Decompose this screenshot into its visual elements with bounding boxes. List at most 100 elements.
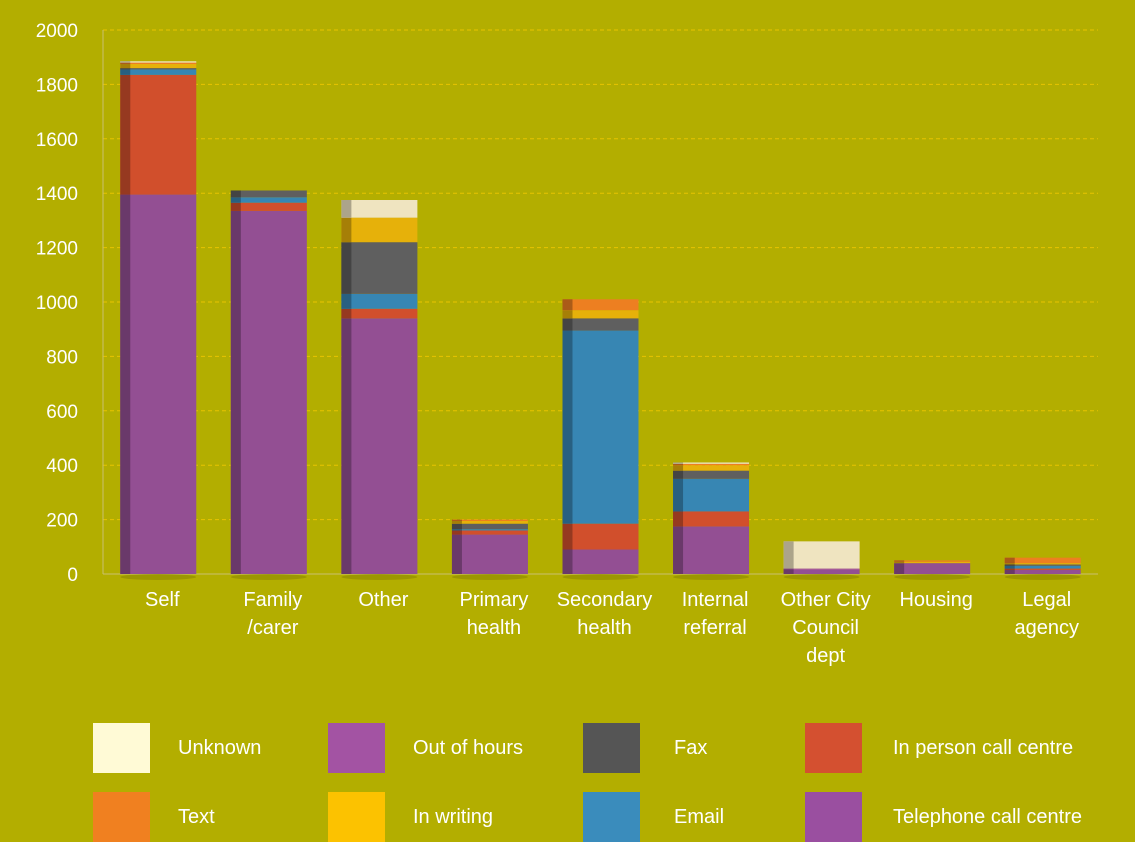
bar-segment <box>230 202 307 211</box>
bar-segment <box>120 69 197 75</box>
bar-segment <box>451 530 528 535</box>
y-axis-ticks: 0 200 400 600 800 1000 1200 1400 1600 1800 2000 <box>36 21 78 586</box>
x-category-label-line: /carer <box>247 617 298 639</box>
bar-stack <box>451 519 528 580</box>
bar-segment-side <box>341 217 352 243</box>
bar-segment <box>451 529 528 531</box>
bar-segment <box>451 520 528 524</box>
stacked-bar-chart: 0 200 400 600 800 1000 1200 1400 1600 1800 2000 Se… <box>36 21 1098 667</box>
bar-stack <box>894 560 971 580</box>
bar-segment-side <box>673 526 684 574</box>
x-category-label-line: Secondary <box>557 589 653 611</box>
bar-stack <box>341 200 418 580</box>
x-category-label-line: Internal <box>682 589 749 611</box>
bar-segment-side <box>341 318 352 574</box>
y-tick-label: 2000 <box>36 21 78 42</box>
bar-shadow <box>341 574 418 580</box>
bar-segment <box>120 64 197 69</box>
bar-segment <box>341 217 418 243</box>
bar-segment <box>341 308 418 319</box>
bar-stack <box>562 299 639 580</box>
bar-segment <box>783 569 860 574</box>
bar-segment <box>783 568 860 570</box>
bar-segment-side <box>673 463 684 466</box>
x-category-label: Primary health <box>459 589 528 639</box>
bar-segment-side <box>673 470 684 479</box>
bar-segment-side <box>673 465 684 471</box>
bar-segment-side <box>341 200 352 218</box>
bar-segment <box>673 478 750 512</box>
bar-segment-side <box>341 293 352 309</box>
bar-segment <box>341 318 418 574</box>
bar-segment-side <box>1004 563 1015 565</box>
bar-segment-side <box>562 549 573 574</box>
x-category-label-line: Legal <box>1022 589 1071 611</box>
bar-segment <box>120 194 197 574</box>
legend-swatch <box>328 792 385 842</box>
x-category-label-line: Other City <box>781 589 871 611</box>
x-category-label-line: health <box>467 617 522 639</box>
bar-segment <box>120 61 197 63</box>
bar-segment <box>673 511 750 527</box>
bar-stack <box>783 541 860 580</box>
bar-segment <box>451 523 528 530</box>
bar-segment-side <box>894 560 905 562</box>
x-category-label-line: Council <box>792 617 859 639</box>
x-category-label-line: referral <box>683 617 746 639</box>
bar-segment <box>120 62 197 64</box>
bar-segment <box>1004 565 1081 569</box>
y-tick-label: 1200 <box>36 239 78 260</box>
legend-label: In person call centre <box>893 737 1074 759</box>
bar-segment-side <box>451 529 462 531</box>
bar-segment-side <box>120 68 131 70</box>
bar-segment-side <box>673 478 684 512</box>
legend-swatch <box>805 723 862 773</box>
bar-shadow <box>562 574 639 580</box>
bar-segment <box>230 210 307 574</box>
x-category-label-line: Housing <box>899 589 972 611</box>
bar-segment <box>230 190 307 198</box>
bar-segment <box>894 563 971 574</box>
bar-segment <box>894 561 971 564</box>
bar-segment-side <box>451 519 462 521</box>
x-category-label: Self <box>145 589 180 611</box>
bar-segment-side <box>120 61 131 63</box>
x-category-label: Housing <box>899 589 972 611</box>
bar-segment <box>562 318 639 331</box>
bar-segment-side <box>451 530 462 535</box>
bar-segment-side <box>894 561 905 564</box>
bar-segment-side <box>783 569 794 574</box>
x-category-label-line: Family <box>243 589 302 611</box>
y-tick-label: 400 <box>46 456 78 477</box>
bar-segment <box>451 519 528 521</box>
x-category-label: Secondary health <box>557 589 653 639</box>
bar-shadow <box>230 574 307 580</box>
x-category-label-line: health <box>577 617 632 639</box>
bar-segment <box>673 526 750 574</box>
legend-label: Unknown <box>178 737 262 759</box>
x-category-label-line: Self <box>145 589 180 611</box>
bar-segment-side <box>562 318 573 331</box>
legend-swatch <box>805 792 862 842</box>
bar-segment <box>230 197 307 203</box>
bar-segment-side <box>562 523 573 550</box>
y-tick-label: 800 <box>46 347 78 368</box>
legend-swatch <box>328 723 385 773</box>
bar-segment-side <box>562 299 573 311</box>
y-tick-label: 600 <box>46 402 78 423</box>
bar-segment <box>1004 568 1081 570</box>
bar-segment-side <box>1004 564 1015 566</box>
bar-segment-side <box>783 568 794 570</box>
legend-label: Email <box>674 806 725 828</box>
bar-segment-side <box>894 563 905 574</box>
bar-segment-side <box>120 62 131 64</box>
bar-segment-side <box>451 534 462 574</box>
bar-shadow <box>451 574 528 580</box>
bar-stack <box>230 190 307 580</box>
bar-segment-side <box>451 520 462 524</box>
bar-segment-side <box>341 242 352 294</box>
x-category-label-line: Primary <box>459 589 528 611</box>
x-category-label: Family/carer <box>243 589 302 639</box>
bar-segment <box>341 242 418 294</box>
